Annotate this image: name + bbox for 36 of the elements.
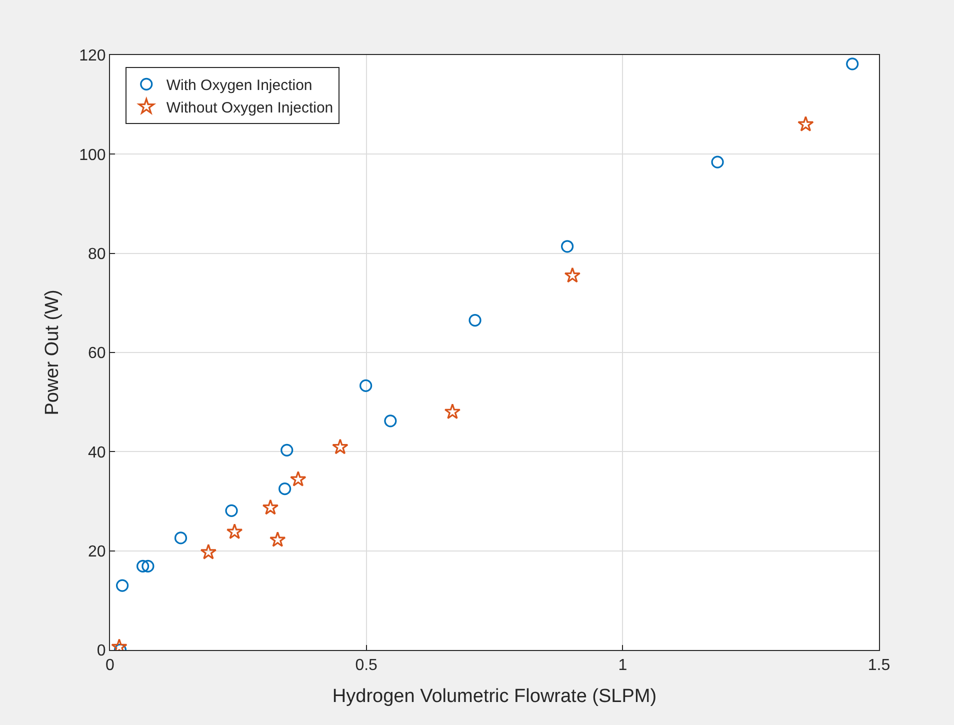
point bbox=[846, 58, 859, 70]
point bbox=[384, 414, 397, 428]
y-tick-label: 0 bbox=[96, 642, 106, 660]
point bbox=[564, 267, 581, 283]
point bbox=[142, 560, 154, 572]
y-tick-label: 100 bbox=[79, 146, 106, 164]
y-axis-title: Power Out (W) bbox=[42, 290, 63, 416]
point bbox=[561, 240, 574, 253]
legend-label: Without Oxygen Injection bbox=[166, 100, 334, 116]
point bbox=[290, 470, 306, 486]
y-tick-label: 40 bbox=[88, 444, 106, 462]
point bbox=[136, 560, 150, 572]
y-tick-label: 20 bbox=[88, 543, 106, 560]
legend-label: With Oxygen Injection bbox=[166, 77, 312, 94]
point bbox=[116, 579, 129, 592]
point bbox=[200, 544, 217, 560]
x-tick-label: 0.5 bbox=[355, 657, 378, 674]
point bbox=[280, 444, 294, 456]
point bbox=[360, 379, 372, 392]
point bbox=[798, 116, 814, 132]
point bbox=[711, 156, 724, 168]
x-axis-title: Hydrogen Volumetric Flowrate (SLPM) bbox=[332, 686, 657, 707]
point bbox=[174, 532, 188, 544]
point bbox=[332, 438, 348, 454]
point bbox=[270, 531, 286, 547]
x-tick-label: 1.5 bbox=[868, 657, 890, 674]
point bbox=[226, 523, 243, 540]
point bbox=[262, 499, 279, 515]
point bbox=[225, 504, 238, 517]
y-tick-label: 120 bbox=[79, 48, 106, 65]
point bbox=[468, 314, 482, 327]
point bbox=[278, 482, 292, 496]
y-tick-label: 60 bbox=[88, 345, 106, 362]
point bbox=[444, 404, 461, 420]
x-tick-label: 1 bbox=[618, 657, 628, 674]
y-tick-label: 80 bbox=[88, 246, 106, 263]
